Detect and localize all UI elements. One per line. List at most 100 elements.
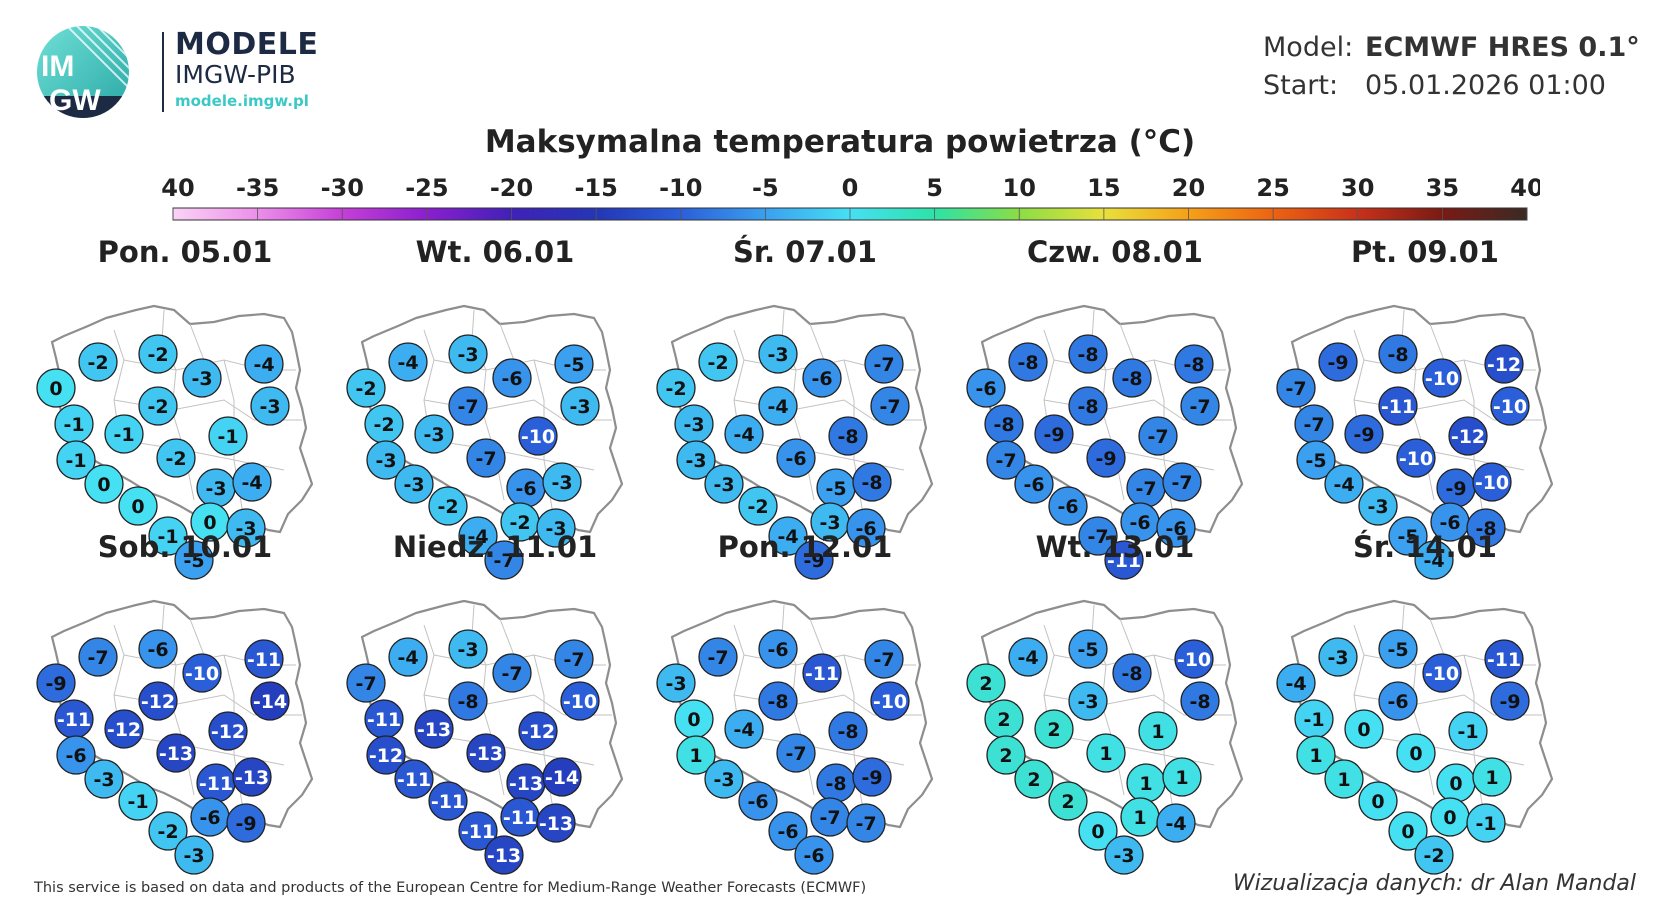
colorbar-tick-label: -5 [752,174,779,202]
station-value: -3 [403,474,424,496]
station-bubble-circle [1296,735,1336,775]
station-bubble: -11 [196,763,236,803]
station-value: -2 [747,496,768,518]
station-bubble: -7 [1138,416,1178,456]
station-bubble-circle [1162,757,1202,797]
station-bubble: -8 [1378,334,1418,374]
station-bubble: -13 [466,733,506,773]
station-bubble: -3 [758,334,798,374]
station-value: 1 [1485,767,1498,789]
station-value: 2 [1047,719,1060,741]
station-bubble-circle [208,416,248,456]
station-value: 0 [1357,719,1370,741]
station-bubble-circle [56,440,96,480]
station-value: -9 [1445,478,1466,500]
station-bubble-circle [156,438,196,478]
station-bubble: 2 [1034,709,1074,749]
voivodeship-border [1119,618,1135,656]
station-bubble: -4 [1324,464,1364,504]
station-value: -5 [1077,639,1098,661]
station-bubble: -5 [174,540,214,580]
station-bubble-circle [244,639,284,679]
station-bubble: -8 [758,681,798,721]
station-bubble: -11 [244,639,284,679]
station-value: -12 [1451,426,1485,448]
station-bubble-circle [1466,803,1506,843]
station-bubble-circle [1344,414,1384,454]
station-value: -6 [785,448,806,470]
station-bubble: -10 [1396,438,1436,478]
station-bubble-circle [776,733,816,773]
station-bubble-circle [1174,639,1214,679]
station-bubble: -9 [1086,438,1126,478]
station-bubble-circle [554,344,594,384]
station-value: -7 [1087,526,1108,548]
station-bubble: -5 [816,468,856,508]
colorbar-tick-label: 35 [1426,174,1459,202]
station-bubble-circle [448,681,488,721]
voivodeship-border [189,618,205,656]
station-value: -8 [1121,368,1142,390]
station-bubble: -11 [1378,386,1418,426]
station-bubble-circle [828,416,868,456]
station-bubble-circle [1396,733,1436,773]
station-value: -12 [1487,354,1521,376]
station-value: -7 [1303,414,1324,436]
station-value: -8 [1387,344,1408,366]
station-bubble: -7 [466,438,506,478]
station-bubble: -5 [1388,516,1428,556]
station-value: -2 [437,496,458,518]
station-bubble: -7 [1078,516,1118,556]
station-bubble: -2 [1414,835,1454,875]
station-bubble-circle [458,811,498,851]
station-value: -14 [545,767,579,789]
station-bubble: -12 [1484,344,1524,384]
station-value: -6 [1165,518,1186,540]
station-bubble: -6 [1156,508,1196,548]
station-bubble: 1 [676,735,716,775]
station-value: -4 [397,647,418,669]
station-value: -3 [683,414,704,436]
station-bubble: -8 [1112,653,1152,693]
station-bubble: -1 [1448,711,1488,751]
station-value: -10 [1177,649,1211,671]
station-bubble-circle [138,386,178,426]
panel-day-title: Czw. 08.01 [1027,235,1203,269]
station-bubble-circle [232,757,272,797]
station-bubble: 1 [1138,711,1178,751]
chart-title: Maksymalna temperatura powietrza (°C) [484,124,1196,160]
station-bubble: -9 [226,803,266,843]
station-value: -8 [767,691,788,713]
colorbar-tick-label: 0 [842,174,859,202]
station-bubble-circle [84,464,124,504]
station-bubble-circle [698,637,738,677]
station-value: 2 [997,709,1010,731]
station-value: -13 [235,767,269,789]
station-bubble: -7 [776,733,816,773]
station-bubble: -2 [156,438,196,478]
station-bubble: -7 [846,803,886,843]
station-bubble-circle [156,733,196,773]
panel-day-title: Śr. 07.01 [733,235,877,269]
station-bubble: -3 [704,464,744,504]
station-value: 1 [1151,721,1164,743]
station-value: -3 [205,478,226,500]
station-value: -11 [461,821,495,843]
author-credit: Wizualizacja danych: dr Alan Mandal [1232,871,1636,896]
station-bubble: -7 [1276,368,1316,408]
colorbar-tick-label: -40 [160,174,195,202]
station-bubble: -6 [1014,464,1054,504]
station-value: -6 [1057,496,1078,518]
station-bubble: -7 [810,797,850,837]
station-value: -4 [467,526,488,548]
brand-url-link[interactable]: modele.imgw.pl [175,92,309,110]
station-bubble-circle [1068,386,1108,426]
station-value: -6 [1439,512,1460,534]
station-value: -10 [563,691,597,713]
station-bubble-circle [560,386,600,426]
station-bubble: -6 [1048,486,1088,526]
station-bubble-circle [802,358,842,398]
station-bubble: -3 [1104,835,1144,875]
panel-day-title: Wt. 06.01 [416,235,575,269]
station-bubble-circle [1276,368,1316,408]
